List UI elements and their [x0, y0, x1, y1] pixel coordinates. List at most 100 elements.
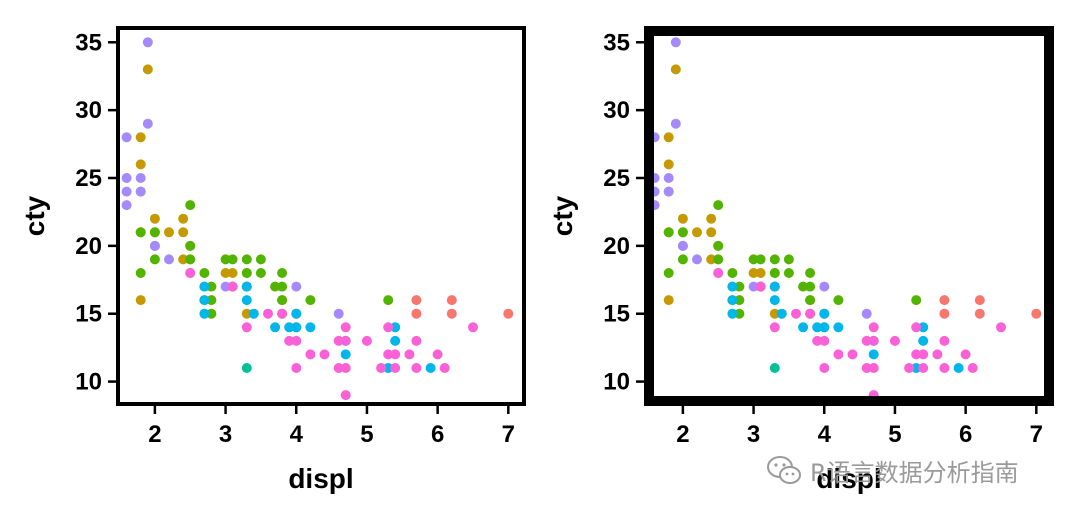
- data-point: [713, 240, 724, 251]
- data-point: [277, 308, 288, 319]
- x-tick-label: 4: [290, 421, 304, 448]
- data-point: [734, 281, 745, 292]
- data-point: [142, 118, 153, 129]
- data-point: [861, 363, 872, 373]
- data-point: [734, 295, 745, 306]
- y-tick-label: 10: [603, 369, 630, 396]
- data-point: [713, 254, 724, 265]
- data-point: [918, 363, 929, 373]
- data-point: [340, 363, 351, 373]
- data-point: [769, 268, 780, 278]
- data-point: [135, 295, 146, 306]
- data-point: [305, 322, 316, 333]
- data-point: [164, 227, 174, 238]
- data-point: [178, 227, 189, 238]
- data-point: [241, 281, 252, 292]
- data-point: [121, 132, 132, 143]
- data-point: [291, 335, 302, 346]
- data-point: [291, 281, 302, 292]
- data-point: [833, 295, 844, 306]
- data-point: [939, 295, 950, 306]
- data-point: [670, 64, 681, 75]
- data-point: [805, 295, 816, 306]
- y-axis-title: cty: [547, 195, 578, 236]
- data-point: [446, 308, 457, 319]
- y-tick-label: 30: [603, 97, 630, 124]
- y-tick-label: 25: [603, 165, 630, 192]
- data-point: [164, 254, 174, 265]
- data-point: [383, 295, 394, 306]
- y-tick-label: 35: [603, 29, 630, 56]
- data-point: [185, 200, 196, 211]
- data-point: [953, 363, 964, 373]
- scatter-panel-right: 2 3 4 5 6 7 10 15 20 25 30 35 displ cty: [547, 26, 1054, 494]
- data-point: [149, 254, 160, 265]
- data-point: [411, 308, 422, 319]
- data-point: [670, 37, 681, 48]
- y-tick-label: 25: [75, 165, 102, 192]
- data-point: [918, 349, 929, 360]
- data-point: [411, 295, 422, 306]
- data-point: [185, 240, 196, 251]
- data-point: [727, 308, 738, 319]
- data-point: [663, 132, 674, 143]
- data-point: [819, 308, 830, 319]
- data-point: [255, 254, 266, 265]
- scatter-panel-left: 2 3 4 5 6 7 10 15 20 25 30 35 displ cty: [19, 26, 526, 494]
- data-point: [727, 268, 738, 278]
- data-point: [241, 322, 252, 333]
- data-point: [677, 213, 688, 224]
- data-point: [206, 308, 217, 319]
- y-tick-label: 20: [75, 233, 102, 260]
- data-point: [305, 349, 316, 360]
- data-point: [748, 254, 759, 265]
- data-point: [333, 363, 344, 373]
- watermark: R语言数据分析指南: [766, 452, 1019, 488]
- data-point: [734, 308, 745, 319]
- y-tick-label: 20: [603, 233, 630, 260]
- data-point: [868, 335, 879, 346]
- data-point: [706, 213, 717, 224]
- data-point: [135, 186, 146, 197]
- data-point: [967, 363, 978, 373]
- data-point: [291, 308, 302, 319]
- data-point: [361, 335, 372, 346]
- data-point: [868, 322, 879, 333]
- data-point: [769, 363, 780, 373]
- x-axis-title: displ: [288, 463, 353, 494]
- data-point: [713, 268, 724, 278]
- data-point: [791, 308, 801, 319]
- data-point: [783, 268, 794, 278]
- data-point: [383, 349, 394, 360]
- data-point: [812, 335, 823, 346]
- data-point: [411, 363, 422, 373]
- panel-border: [116, 26, 526, 406]
- data-point: [241, 268, 252, 278]
- x-tick-label: 3: [747, 421, 760, 448]
- data-point: [241, 363, 252, 373]
- data-point: [755, 281, 766, 292]
- data-point: [446, 295, 457, 306]
- data-point: [960, 349, 971, 360]
- y-tick-label: 30: [75, 97, 102, 124]
- data-point: [819, 281, 830, 292]
- data-point: [277, 281, 288, 292]
- x-tick-label: 6: [431, 421, 444, 448]
- data-point: [439, 363, 450, 373]
- data-point: [206, 295, 217, 306]
- x-tick-label: 3: [219, 421, 232, 448]
- data-point: [663, 186, 674, 197]
- data-point: [889, 335, 900, 346]
- data-point: [383, 363, 394, 373]
- data-point: [776, 308, 787, 319]
- data-point: [769, 308, 780, 319]
- data-point: [227, 254, 238, 265]
- data-point: [861, 308, 872, 319]
- y-tick-label: 10: [75, 369, 102, 396]
- data-point: [220, 268, 231, 278]
- y-tick-label: 15: [603, 301, 630, 328]
- data-point: [178, 213, 189, 224]
- data-point: [241, 295, 252, 306]
- data-point: [663, 159, 674, 170]
